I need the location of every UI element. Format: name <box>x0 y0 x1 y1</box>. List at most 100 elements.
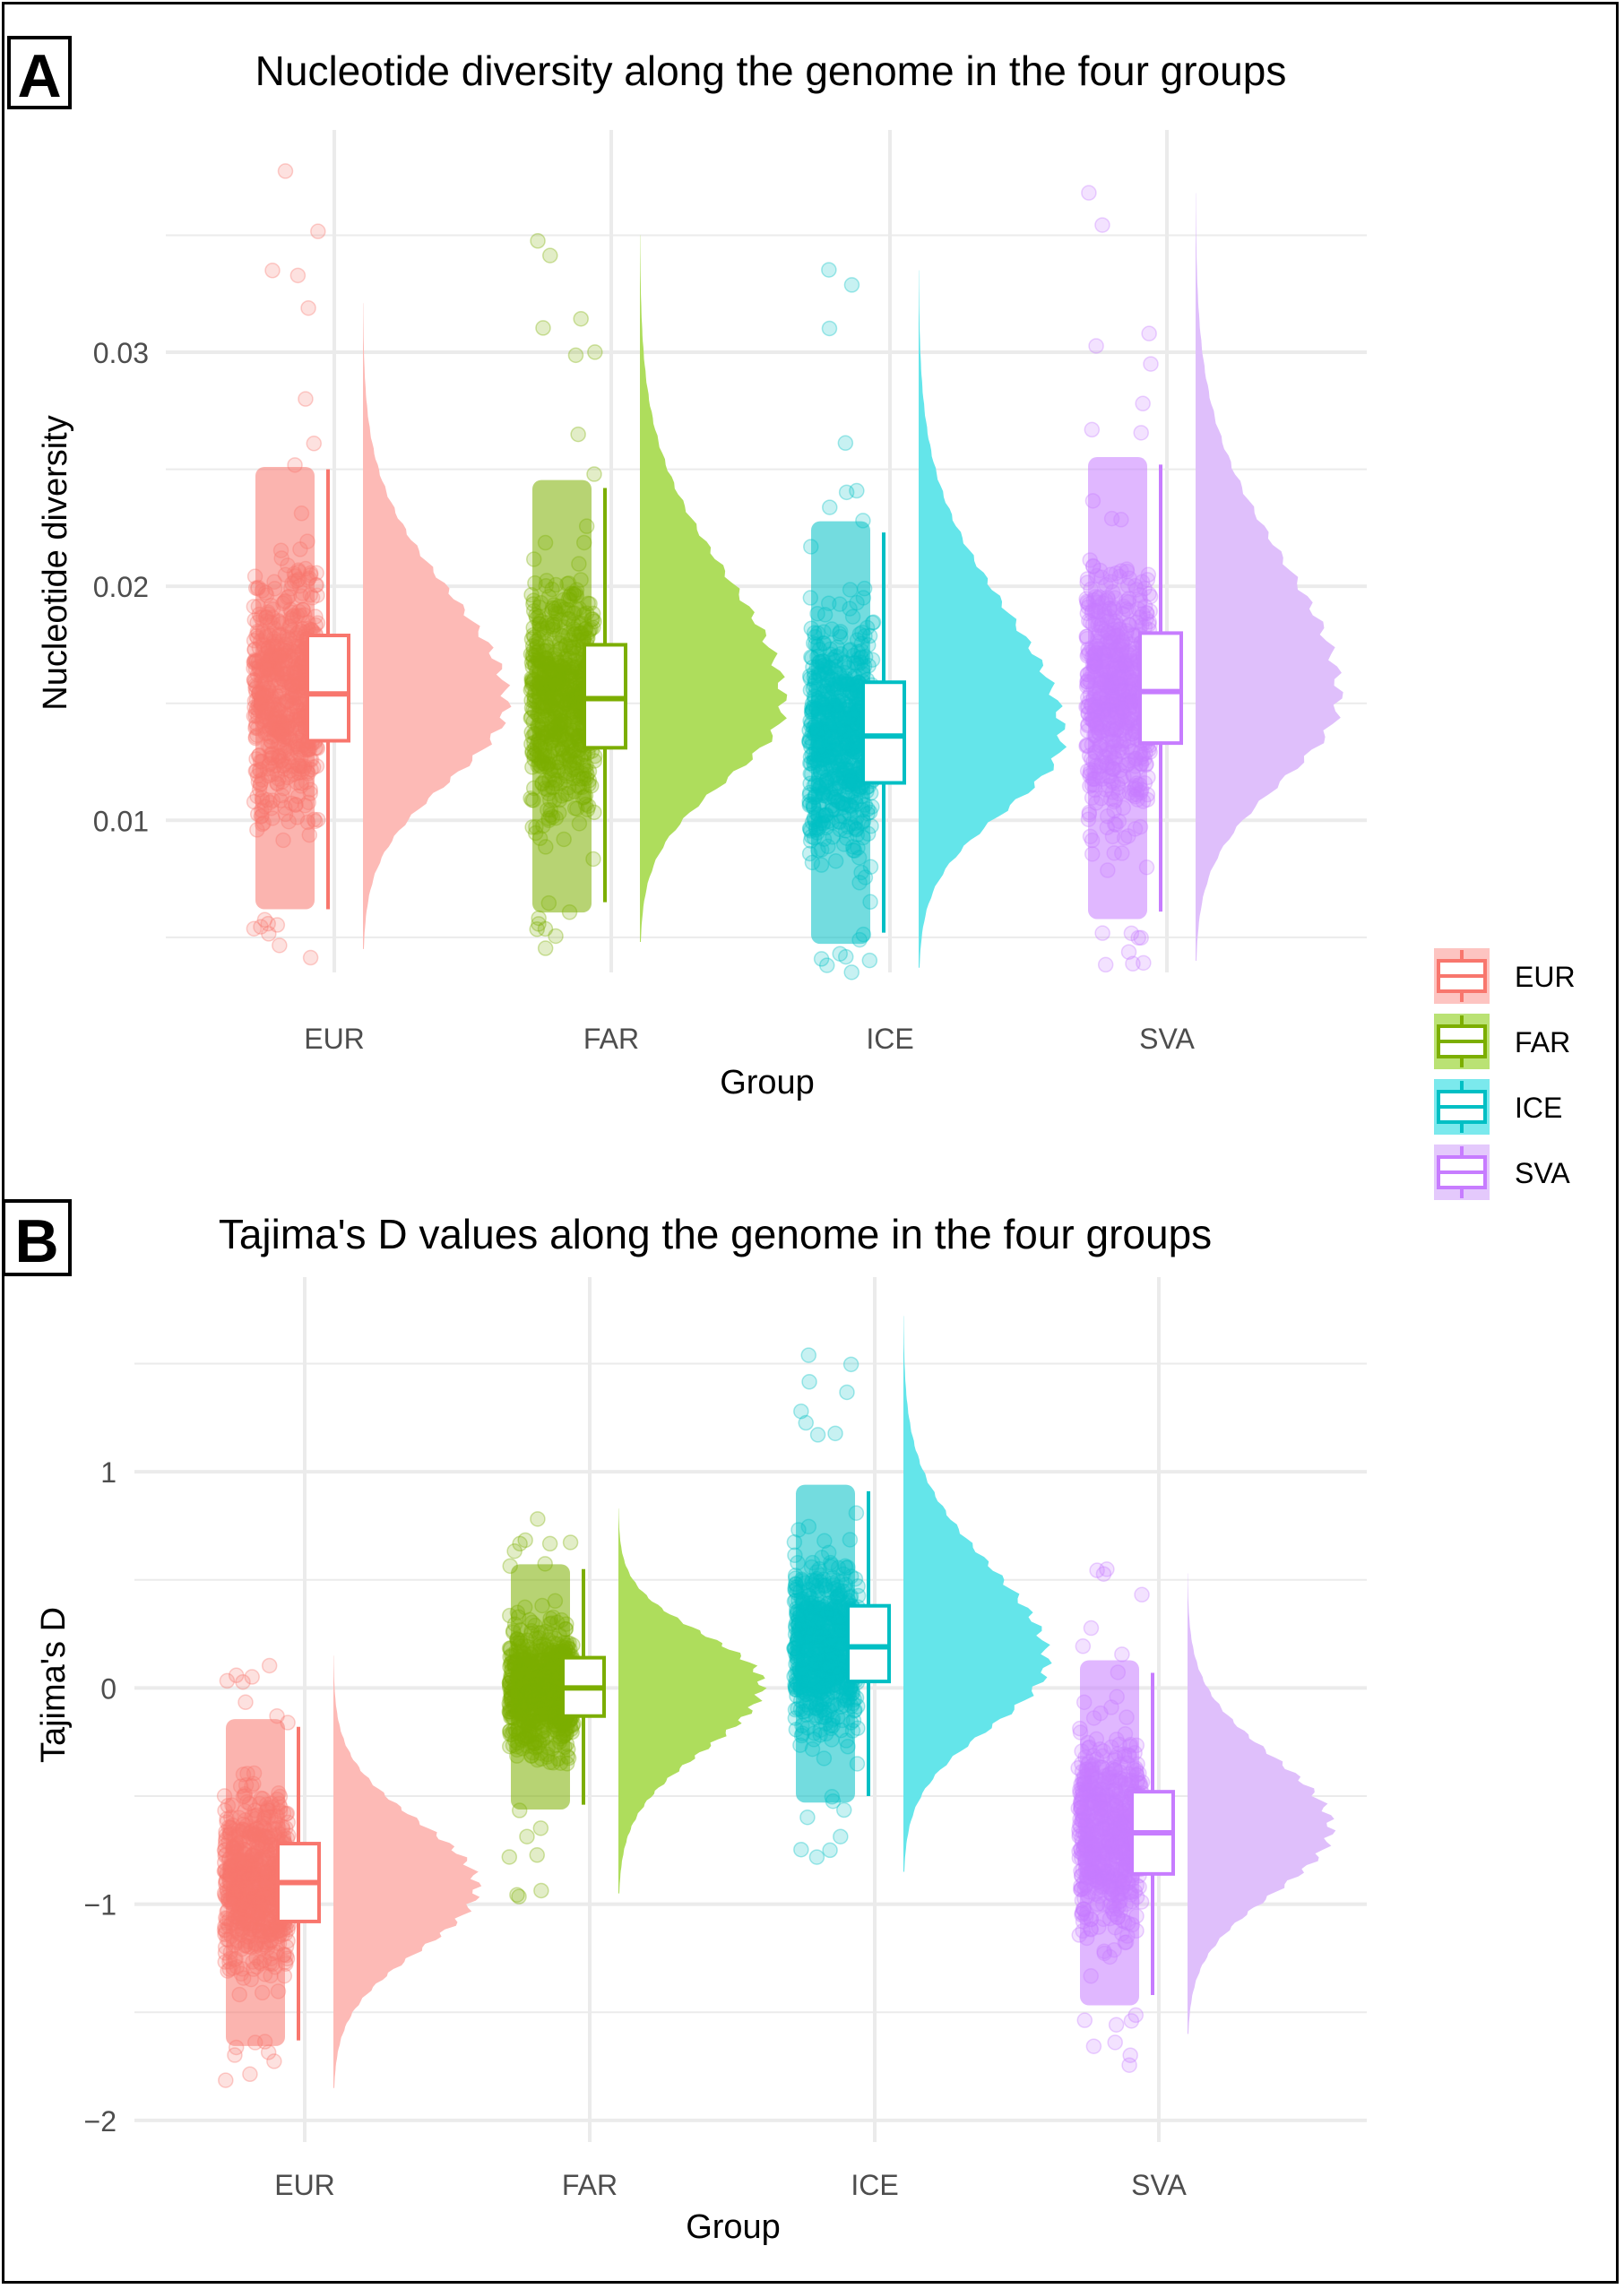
data-point <box>1094 217 1110 233</box>
data-point <box>1097 956 1114 973</box>
data-point <box>531 916 547 932</box>
data-point <box>861 952 878 969</box>
density-cloud <box>640 235 788 943</box>
data-point <box>1133 425 1149 441</box>
panel-a-grid <box>166 130 1367 972</box>
data-point <box>246 920 263 937</box>
data-point <box>839 1384 855 1401</box>
data-point <box>532 1820 549 1836</box>
data-point <box>260 915 276 932</box>
data-point <box>1094 925 1110 941</box>
data-point <box>587 344 603 360</box>
data-point <box>822 499 838 515</box>
data-point <box>261 926 277 942</box>
y-tick-label: 0.03 <box>93 337 149 369</box>
data-point <box>306 436 323 452</box>
data-point <box>537 920 554 937</box>
data-point <box>1143 356 1159 372</box>
density-cloud <box>903 1316 1052 1872</box>
jitter-points <box>246 163 326 966</box>
data-point <box>511 1888 527 1905</box>
data-point <box>1130 929 1146 946</box>
panel-b-marks <box>216 1316 1336 2088</box>
data-point <box>801 1374 817 1390</box>
x-tick-label: ICE <box>866 1023 913 1055</box>
series-far <box>523 233 788 956</box>
data-point <box>1088 338 1104 354</box>
y-tick-label: 0.02 <box>93 571 149 603</box>
data-point <box>838 948 854 965</box>
data-point <box>827 1425 843 1442</box>
data-point <box>298 391 314 407</box>
data-point <box>799 1809 816 1826</box>
dense-points-band <box>255 467 315 910</box>
x-tick-label: SVA <box>1139 1023 1195 1055</box>
data-point <box>843 277 860 293</box>
data-point <box>793 1403 809 1420</box>
data-point <box>261 1657 278 1674</box>
data-point <box>586 466 602 482</box>
series-eur <box>246 163 512 966</box>
series-sva <box>1078 185 1343 973</box>
data-point <box>542 247 558 263</box>
data-point <box>266 2053 282 2069</box>
data-point <box>837 435 854 452</box>
x-tick-label: EUR <box>304 1023 365 1055</box>
legend-item-ice: ICE <box>1434 1079 1562 1135</box>
legend-label: EUR <box>1515 961 1576 993</box>
data-point <box>822 1842 838 1859</box>
data-point <box>256 911 273 929</box>
density-cloud <box>1196 193 1343 961</box>
density-cloud <box>333 1655 482 2088</box>
legend-item-far: FAR <box>1434 1014 1570 1069</box>
data-point <box>302 949 319 966</box>
jitter-points <box>801 262 882 980</box>
series-eur <box>216 1655 482 2088</box>
data-point <box>808 1849 825 1865</box>
legend-item-sva: SVA <box>1434 1144 1570 1200</box>
data-point <box>800 1347 817 1363</box>
data-point <box>529 921 545 937</box>
data-point <box>541 1535 558 1552</box>
box <box>1138 631 1183 746</box>
data-point <box>809 1427 826 1443</box>
data-point <box>530 1511 546 1527</box>
data-point <box>843 964 860 980</box>
y-tick-label: 0.01 <box>93 805 149 837</box>
data-point <box>833 1828 849 1844</box>
legend-label: ICE <box>1515 1092 1562 1124</box>
data-point <box>1125 955 1141 972</box>
data-point <box>573 310 589 327</box>
data-point <box>567 347 584 364</box>
panel-a-y-ticks: 0.01 0.02 0.03 <box>93 337 149 837</box>
panel-a: A Nucleotide diversity along the genome … <box>7 36 1367 1101</box>
data-point <box>793 1841 809 1858</box>
data-point <box>289 267 307 284</box>
box <box>861 680 906 785</box>
data-point <box>269 917 286 933</box>
panel-a-title: Nucleotide diversity along the genome in… <box>255 48 1287 94</box>
data-point <box>1135 395 1151 412</box>
density-cloud <box>919 270 1067 968</box>
jitter-points <box>1078 185 1159 973</box>
legend-item-eur: EUR <box>1434 948 1576 1004</box>
data-point <box>537 940 554 956</box>
data-point <box>1081 185 1097 201</box>
data-point <box>519 1828 535 1844</box>
density-cloud <box>618 1508 767 1894</box>
panel-a-x-axis-title: Group <box>720 1064 815 1101</box>
data-point <box>501 1849 518 1865</box>
panel-b-title: Tajima's D values along the genome in th… <box>219 1211 1212 1257</box>
data-point <box>244 1669 260 1685</box>
series-far <box>501 1508 767 1905</box>
data-point <box>821 320 838 337</box>
data-point <box>842 1356 860 1373</box>
series-ice <box>801 262 1067 980</box>
data-point <box>512 1535 528 1552</box>
data-point <box>821 262 837 278</box>
panel-b: B Tajima's D values along the genome in … <box>2 1199 1367 2246</box>
data-point <box>529 1847 546 1863</box>
legend: EUR FAR ICE SVA <box>1434 948 1576 1200</box>
data-point <box>838 484 855 501</box>
